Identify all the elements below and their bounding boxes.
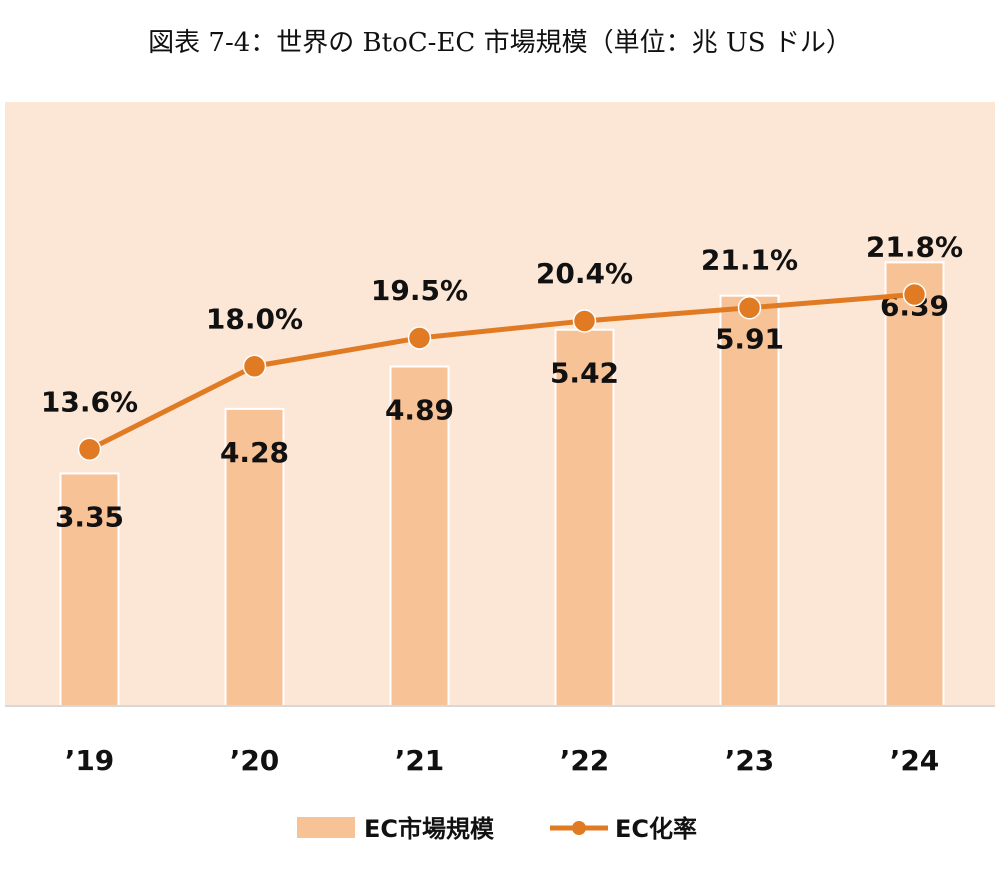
x-tick-label: ’23 xyxy=(725,744,775,777)
line-layer xyxy=(77,282,927,462)
bar-value-label: 5.42 xyxy=(550,357,619,390)
line-value-label: 18.0% xyxy=(206,302,303,335)
bar-value-label: 4.89 xyxy=(385,394,454,427)
legend-line-label: EC化率 xyxy=(615,815,697,843)
plot-area-background xyxy=(5,102,995,706)
x-tick-label: ’24 xyxy=(890,744,940,777)
legend: EC市場規模 EC化率 xyxy=(297,815,697,843)
line-point-1 xyxy=(77,437,102,462)
line-point-6 xyxy=(902,282,927,307)
legend-line-marker xyxy=(572,821,586,835)
bar-2 xyxy=(224,407,285,707)
bar-value-label: 5.91 xyxy=(715,323,784,356)
bar-value-label: 3.35 xyxy=(55,500,124,533)
x-tick-label: ’19 xyxy=(65,744,115,777)
x-tick-label: ’22 xyxy=(560,744,610,777)
bar-5 xyxy=(719,294,780,707)
ec-rate-line xyxy=(87,292,917,452)
line-value-label: 13.6% xyxy=(41,385,138,418)
line-point-3 xyxy=(407,326,432,350)
legend-bar-swatch xyxy=(297,817,355,838)
line-point-4 xyxy=(572,309,597,333)
line-value-label: 21.8% xyxy=(866,231,963,264)
bar-labels-layer: 3.354.284.895.425.916.39 xyxy=(55,289,949,533)
bar-1 xyxy=(59,472,120,707)
line-point-5 xyxy=(737,295,762,320)
line-point-2 xyxy=(242,354,267,378)
line-labels-layer: 13.6% 18.0% 19.5% 20.4% 21.1% 21.8% xyxy=(41,231,963,419)
bar-6 xyxy=(884,261,945,707)
bar-3 xyxy=(389,365,450,707)
bars-layer xyxy=(59,261,945,707)
legend-bar-label: EC市場規模 xyxy=(364,815,495,843)
line-value-label: 21.1% xyxy=(701,244,798,277)
x-ticks-layer: ’19 ’20 ’21 ’22 ’23 ’24 xyxy=(65,744,940,777)
x-tick-label: ’21 xyxy=(395,744,445,777)
line-value-label: 20.4% xyxy=(536,257,633,290)
line-value-label: 19.5% xyxy=(371,274,468,307)
x-tick-label: ’20 xyxy=(230,744,280,777)
bar-value-label: 4.28 xyxy=(220,436,289,469)
chart-title: 図表 7-4：世界の BtoC-EC 市場規模（単位：兆 US ドル） xyxy=(148,28,852,58)
